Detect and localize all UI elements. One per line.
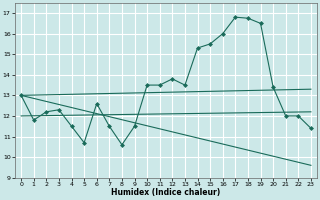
- X-axis label: Humidex (Indice chaleur): Humidex (Indice chaleur): [111, 188, 221, 197]
